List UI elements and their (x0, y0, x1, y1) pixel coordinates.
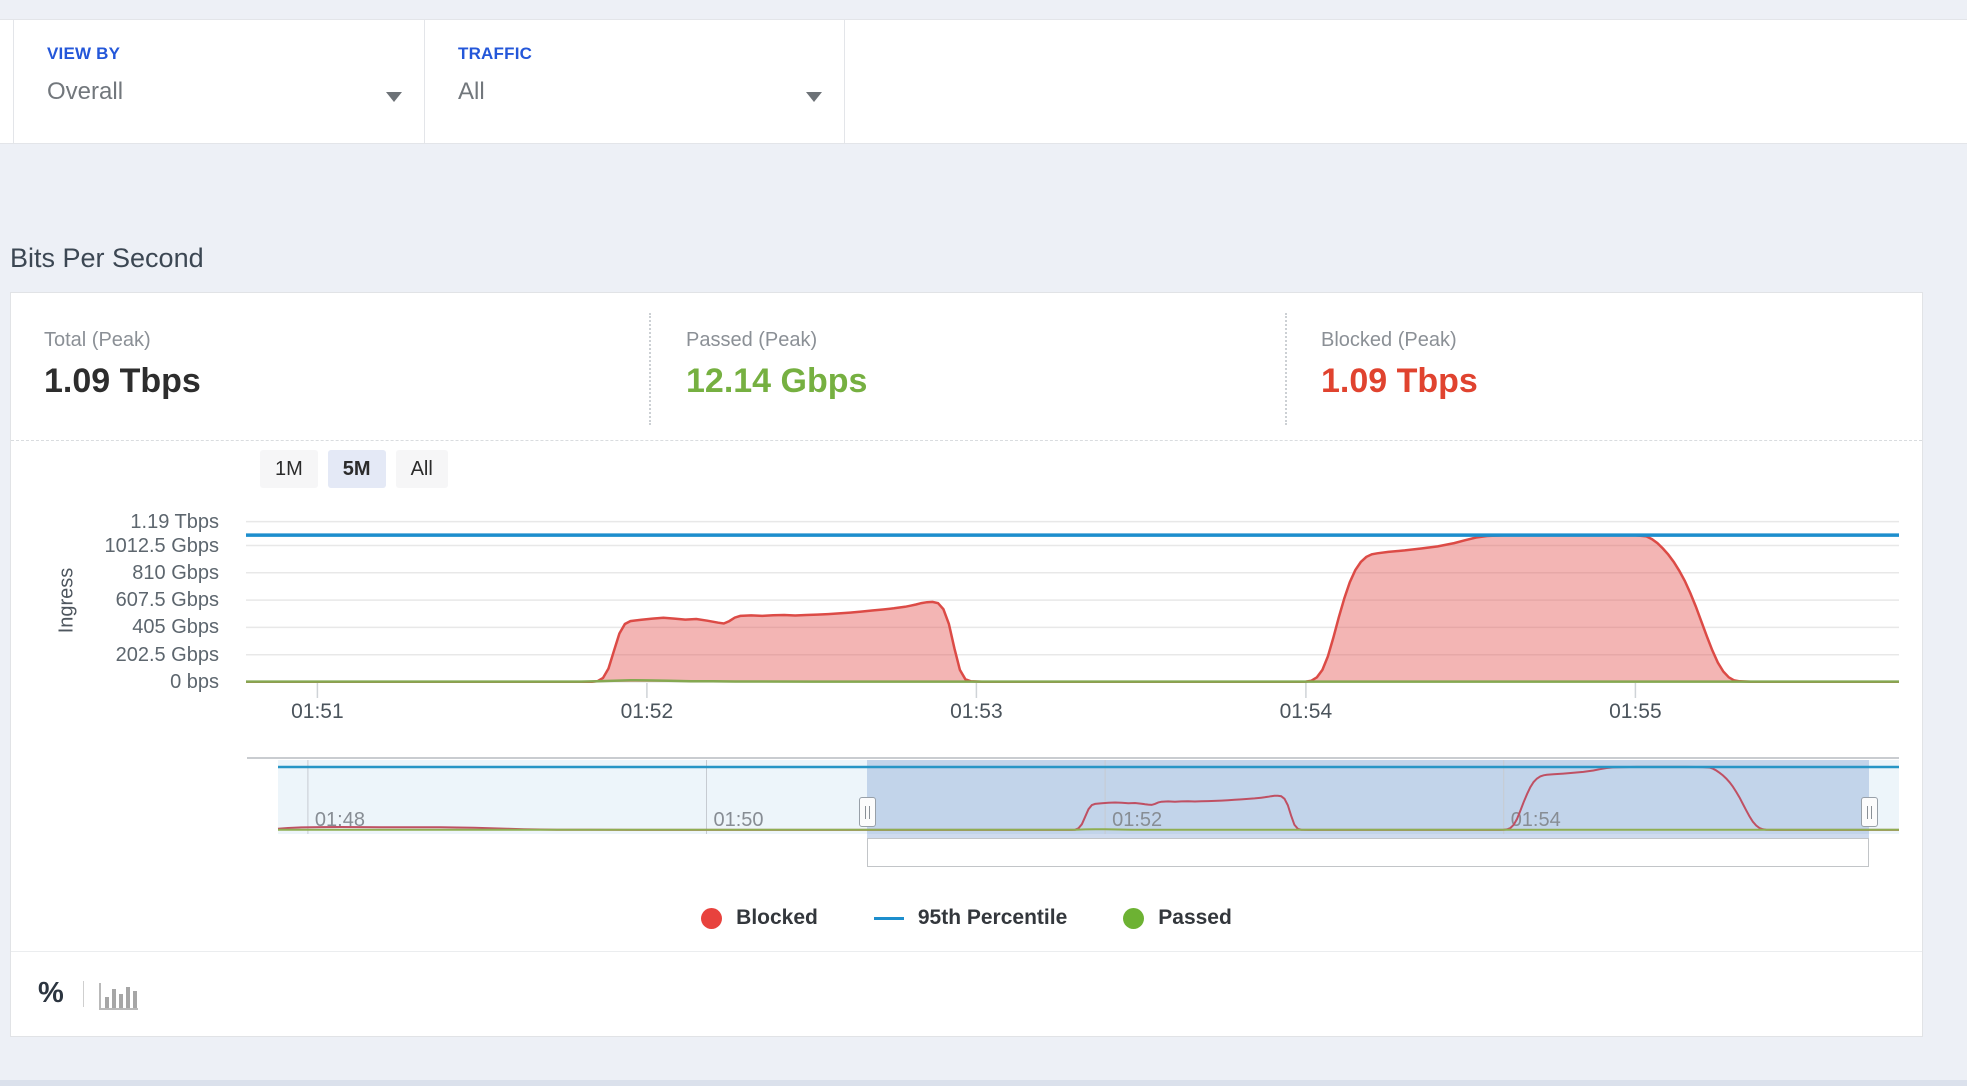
brush-track[interactable] (867, 838, 1870, 867)
stat-blocked-peak: Blocked (Peak) 1.09 Tbps (1321, 329, 1478, 401)
y-axis-tick-label: 1012.5 Gbps (104, 534, 219, 557)
bar-chart-icon[interactable] (97, 981, 139, 1011)
overview-chart[interactable]: 01:48 01:50 01:52 01:54 (277, 760, 1899, 834)
percent-toggle-icon[interactable]: % (38, 977, 64, 1009)
y-axis-tick-label: 405 Gbps (132, 616, 219, 639)
chevron-down-icon (386, 92, 402, 102)
stat-label: Passed (Peak) (686, 329, 818, 351)
legend-line-swatch (873, 916, 904, 920)
brush-handle-right[interactable] (1860, 797, 1878, 827)
view-by-label: VIEW BY (47, 44, 121, 63)
y-axis-tick-label: 0 bps (170, 671, 219, 693)
x-tick-label: 01:51 (291, 700, 344, 723)
stat-value: 12.14 Gbps (686, 362, 868, 400)
x-tick-label: 01:53 (950, 700, 1003, 723)
main-chart[interactable]: 01:51 01:52 01:53 01:54 01:55 (244, 504, 1901, 734)
footer-divider (83, 981, 84, 1007)
x-tick-label: 01:52 (621, 700, 674, 723)
legend-dot-swatch (1123, 907, 1145, 929)
brush-handle-left[interactable] (858, 797, 876, 827)
traffic-dropdown[interactable]: TRAFFIC All (425, 20, 845, 143)
legend-item-95th-percentile[interactable]: 95th Percentile (873, 906, 1068, 930)
overview-tick-label: 01:54 (1511, 809, 1561, 831)
range-button-5m[interactable]: 5M (327, 450, 386, 488)
y-axis-tick-label: 202.5 Gbps (115, 643, 219, 666)
stat-total-peak: Total (Peak) 1.09 Tbps (44, 329, 201, 401)
stat-value: 1.09 Tbps (44, 362, 201, 400)
stat-value: 1.09 Tbps (1321, 362, 1478, 400)
view-by-value: Overall (47, 78, 124, 105)
brush-selection[interactable] (867, 760, 1870, 838)
traffic-label: TRAFFIC (458, 44, 533, 63)
card-divider (11, 951, 1922, 952)
overview-blocked-line (277, 765, 1899, 831)
legend-item-blocked[interactable]: Blocked (701, 906, 818, 930)
traffic-value: All (458, 78, 485, 105)
blocked-area (246, 534, 1899, 682)
view-by-dropdown[interactable]: VIEW BY Overall (13, 20, 425, 143)
bottom-strip (0, 1080, 1967, 1086)
overview-top-border (247, 757, 1899, 759)
page-title: Bits Per Second (10, 243, 204, 273)
stat-label: Total (Peak) (44, 329, 151, 351)
y-axis-tick-label: 810 Gbps (132, 561, 219, 584)
chevron-down-icon (806, 92, 822, 102)
bits-per-second-card: Total (Peak) 1.09 Tbps Passed (Peak) 12.… (10, 292, 1923, 1037)
legend-label: Blocked (736, 906, 818, 929)
range-button-1m[interactable]: 1M (260, 450, 318, 488)
legend-label: 95th Percentile (917, 906, 1068, 929)
chart-legend: Blocked 95th Percentile Passed (11, 906, 1922, 930)
stat-divider (649, 313, 651, 425)
legend-item-passed[interactable]: Passed (1123, 906, 1232, 930)
passed-line (246, 678, 1899, 683)
stat-label: Blocked (Peak) (1321, 329, 1457, 351)
overview-tick-label: 01:50 (714, 809, 764, 831)
overview-tick-label: 01:52 (1112, 809, 1162, 831)
overview-tick-label: 01:48 (315, 809, 365, 831)
overview-background[interactable] (278, 760, 1899, 834)
peak-stats-row: Total (Peak) 1.09 Tbps Passed (Peak) 12.… (11, 293, 1922, 441)
x-tick-label: 01:54 (1280, 700, 1333, 723)
overview-passed-line (278, 828, 1899, 831)
y-axis-tick-label: 607.5 Gbps (115, 589, 219, 612)
stat-divider (1285, 313, 1287, 425)
y-axis-tick-label: 1.19 Tbps (130, 510, 219, 533)
x-tick-label: 01:55 (1609, 700, 1662, 723)
legend-label: Passed (1158, 906, 1232, 929)
time-range-buttons: 1M 5M All (260, 450, 448, 488)
range-button-all[interactable]: All (395, 450, 448, 488)
stat-passed-peak: Passed (Peak) 12.14 Gbps (686, 329, 867, 401)
filter-toolbar: VIEW BY Overall TRAFFIC All (0, 19, 1967, 144)
legend-dot-swatch (701, 907, 723, 929)
